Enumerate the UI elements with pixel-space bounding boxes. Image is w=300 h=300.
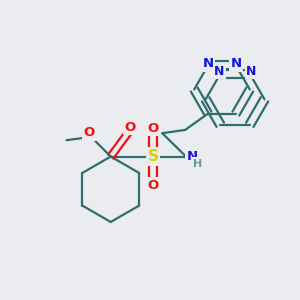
Text: N: N bbox=[202, 57, 214, 70]
Text: H: H bbox=[193, 159, 202, 169]
Text: N: N bbox=[246, 65, 256, 78]
Text: N: N bbox=[186, 150, 197, 163]
Text: O: O bbox=[125, 121, 136, 134]
Text: O: O bbox=[148, 178, 159, 191]
Text: N: N bbox=[230, 57, 242, 70]
Text: O: O bbox=[84, 127, 95, 140]
Text: N: N bbox=[214, 65, 224, 78]
Text: S: S bbox=[148, 149, 159, 164]
Text: O: O bbox=[148, 122, 159, 135]
